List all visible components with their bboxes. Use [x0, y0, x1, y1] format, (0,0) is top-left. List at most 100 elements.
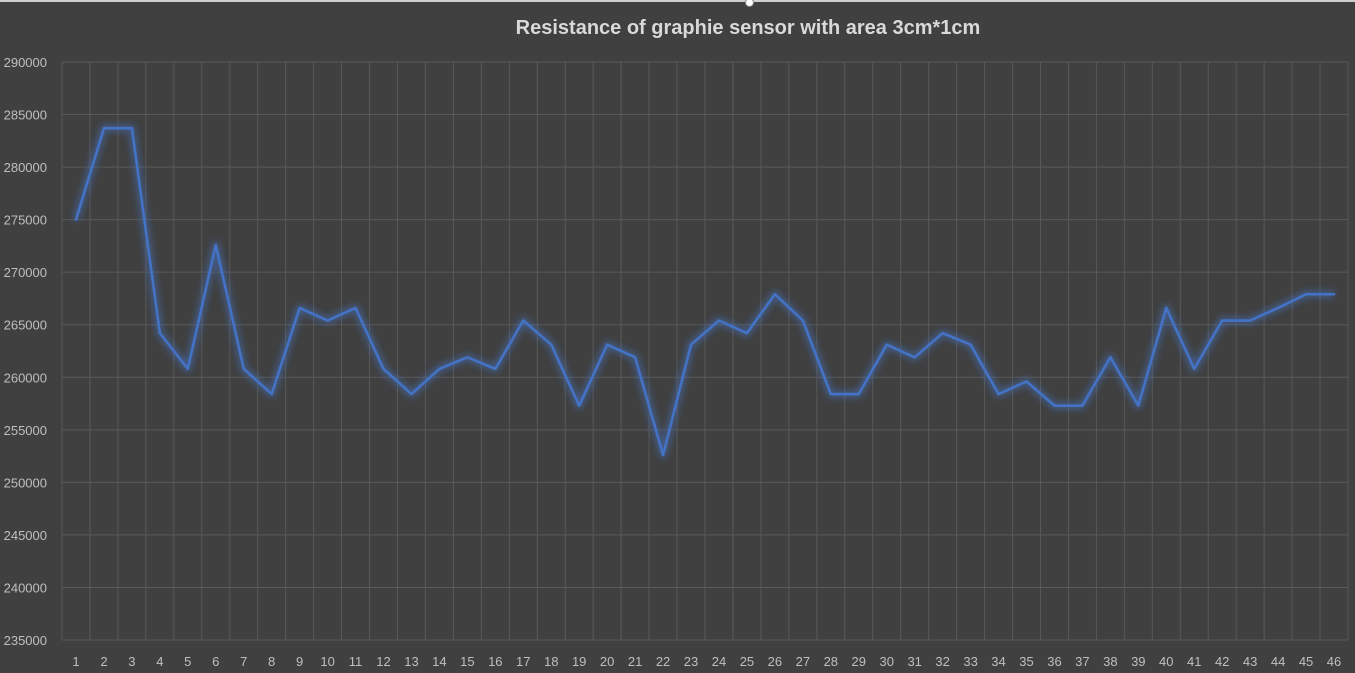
x-tick-label: 29 [852, 654, 866, 669]
x-tick-label: 31 [907, 654, 921, 669]
x-tick-label: 2 [100, 654, 107, 669]
x-tick-label: 28 [824, 654, 838, 669]
x-tick-label: 9 [296, 654, 303, 669]
data-point [1249, 319, 1252, 322]
x-tick-label: 8 [268, 654, 275, 669]
x-tick-label: 42 [1215, 654, 1229, 669]
data-point [494, 368, 497, 371]
data-point [466, 356, 469, 359]
data-point [1193, 368, 1196, 371]
x-tick-label: 5 [184, 654, 191, 669]
data-point [606, 343, 609, 346]
data-point [1137, 404, 1140, 407]
data-point [354, 307, 357, 310]
data-point [410, 393, 413, 396]
x-tick-label: 6 [212, 654, 219, 669]
x-tick-label: 11 [349, 654, 363, 669]
data-point [997, 393, 1000, 396]
x-tick-label: 22 [656, 654, 670, 669]
x-tick-label: 27 [796, 654, 810, 669]
x-tick-label: 32 [935, 654, 949, 669]
data-point [1165, 307, 1168, 310]
data-point [131, 127, 134, 130]
x-tick-label: 23 [684, 654, 698, 669]
x-tick-label: 14 [432, 654, 446, 669]
x-tick-label: 12 [376, 654, 390, 669]
x-tick-label: 30 [879, 654, 893, 669]
x-tick-label: 3 [128, 654, 135, 669]
data-point [857, 393, 860, 396]
data-point [298, 307, 301, 310]
data-point [438, 368, 441, 371]
y-tick-label: 285000 [4, 108, 47, 123]
data-point [1305, 293, 1308, 296]
data-point [578, 404, 581, 407]
x-tick-label: 41 [1187, 654, 1201, 669]
x-tick-label: 24 [712, 654, 726, 669]
x-tick-label: 1 [72, 654, 79, 669]
data-point [634, 356, 637, 359]
x-tick-label: 45 [1299, 654, 1313, 669]
x-tick-label: 25 [740, 654, 754, 669]
x-tick-label: 10 [320, 654, 334, 669]
data-point [159, 332, 162, 335]
data-point [1277, 307, 1280, 310]
data-point [1221, 319, 1224, 322]
data-point [774, 293, 777, 296]
y-tick-label: 245000 [4, 528, 47, 543]
data-point [1109, 356, 1112, 359]
data-point [1081, 404, 1084, 407]
data-point [885, 343, 888, 346]
data-point [746, 332, 749, 335]
data-point [75, 218, 78, 221]
data-point [187, 368, 190, 371]
data-point [522, 319, 525, 322]
selection-handle[interactable] [745, 0, 754, 7]
x-tick-label: 36 [1047, 654, 1061, 669]
data-point [718, 319, 721, 322]
data-point [690, 343, 693, 346]
x-tick-label: 35 [1019, 654, 1033, 669]
data-point [662, 454, 665, 457]
x-tick-label: 18 [544, 654, 558, 669]
x-tick-label: 37 [1075, 654, 1089, 669]
x-tick-label: 20 [600, 654, 614, 669]
data-point [550, 343, 553, 346]
y-tick-label: 255000 [4, 423, 47, 438]
y-tick-label: 240000 [4, 580, 47, 595]
data-point [242, 368, 245, 371]
x-tick-label: 46 [1327, 654, 1341, 669]
x-tick-label: 26 [768, 654, 782, 669]
data-point [1333, 293, 1336, 296]
data-point [913, 356, 916, 359]
data-point [969, 343, 972, 346]
gridlines [61, 61, 1349, 641]
data-point [382, 368, 385, 371]
y-tick-label: 265000 [4, 318, 47, 333]
data-point [214, 244, 217, 247]
x-tick-label: 7 [240, 654, 247, 669]
series-group [72, 124, 1336, 459]
y-tick-label: 270000 [4, 265, 47, 280]
series-line [74, 126, 1336, 457]
y-tick-label: 280000 [4, 160, 47, 175]
data-point [1025, 380, 1028, 383]
x-axis-tick-labels: 1 2 3 4 5 6 7 8 9 10 11 12 13 14 15 16 17 18 19 20 21 22 23 24 2… [72, 654, 1341, 669]
x-tick-label: 4 [156, 654, 163, 669]
x-tick-label: 33 [963, 654, 977, 669]
data-point [270, 393, 273, 396]
x-tick-label: 44 [1271, 654, 1285, 669]
y-tick-label: 260000 [4, 370, 47, 385]
x-tick-label: 13 [404, 654, 418, 669]
x-tick-label: 38 [1103, 654, 1117, 669]
x-tick-label: 15 [460, 654, 474, 669]
x-tick-label: 34 [991, 654, 1005, 669]
data-point [830, 393, 833, 396]
data-point [1053, 404, 1056, 407]
data-point [103, 127, 106, 130]
data-point [326, 319, 329, 322]
data-point [941, 332, 944, 335]
x-tick-label: 43 [1243, 654, 1257, 669]
